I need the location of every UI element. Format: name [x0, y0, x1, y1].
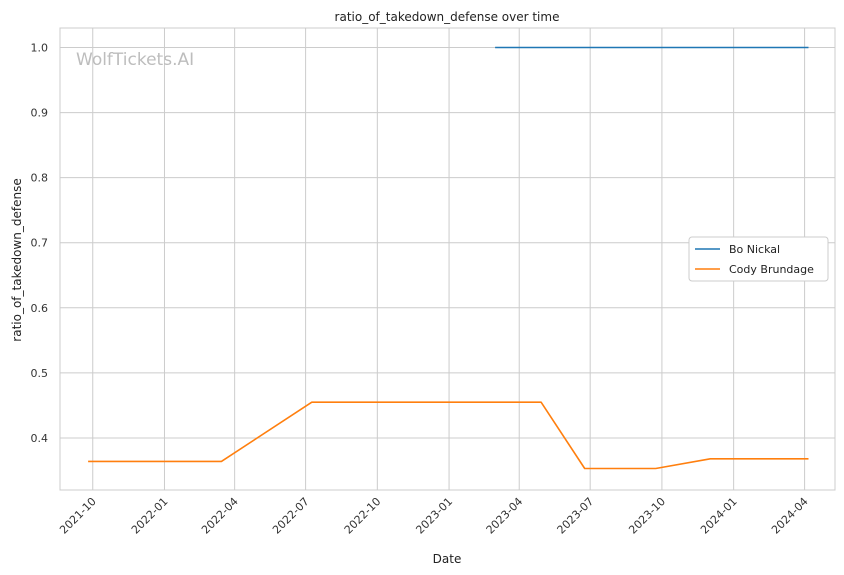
y-tick-labels: 0.4 0.5 0.6 0.7 0.8 0.9 1.0 [31, 42, 49, 445]
chart-title: ratio_of_takedown_defense over time [335, 10, 560, 24]
x-tick-label: 2024-04 [769, 495, 811, 537]
x-tick-label: 2022-07 [270, 495, 312, 537]
x-tick-label: 2022-04 [199, 495, 241, 537]
x-tick-label: 2022-01 [129, 495, 171, 537]
series-line-1 [88, 401, 809, 470]
x-tick-label: 2023-07 [555, 495, 597, 537]
legend-box [688, 236, 829, 282]
y-tick-label: 0.6 [31, 302, 49, 315]
y-tick-label: 1.0 [31, 42, 49, 55]
x-axis-title: Date [433, 552, 462, 566]
x-tick-label: 2023-01 [413, 495, 455, 537]
legend-label: Bo Nickal [729, 243, 780, 256]
y-tick-label: 0.7 [31, 237, 49, 250]
x-tick-labels: 2021-10 2022-01 2022-04 2022-07 2022-10 2023-… [57, 495, 811, 537]
y-tick-label: 0.5 [31, 367, 49, 380]
x-tick-label: 2023-04 [484, 495, 526, 537]
x-tick-label: 2021-10 [57, 495, 99, 537]
y-tick-label: 0.8 [31, 172, 49, 185]
watermark: WolfTickets.AI [76, 50, 194, 70]
legend: Bo Nickal Cody Brundage [688, 236, 829, 282]
x-tick-label: 2023-10 [626, 495, 668, 537]
legend-label: Cody Brundage [729, 263, 814, 276]
x-tick-label: 2022-10 [342, 495, 384, 537]
y-tick-label: 0.4 [31, 432, 49, 445]
x-tick-label: 2024-01 [698, 495, 740, 537]
y-axis-title: ratio_of_takedown_defense [10, 178, 24, 341]
y-tick-label: 0.9 [31, 107, 49, 120]
series-layer [88, 46, 809, 470]
